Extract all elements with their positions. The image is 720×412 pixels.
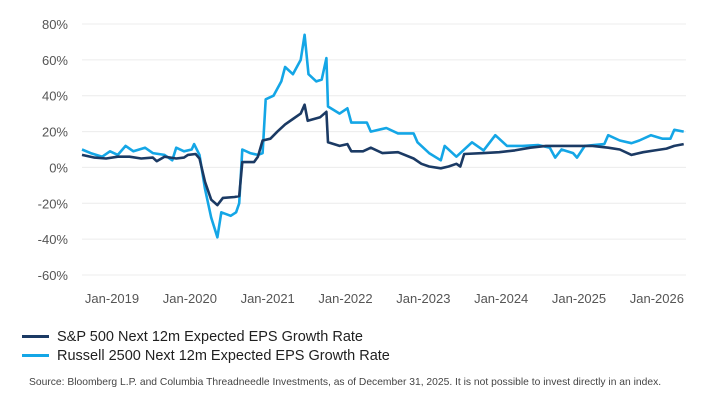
series-line-russell2500 — [81, 33, 684, 239]
x-tick-label: Jan-2022 — [318, 291, 372, 306]
x-axis-ticks: Jan-2019 Jan-2020 Jan-2021 Jan-2022 Jan-2023… — [85, 291, 684, 306]
legend-label-russell2500: Russell 2500 Next 12m Expected EPS Growt… — [57, 347, 390, 364]
legend: S&P 500 Next 12m Expected EPS Growth Rat… — [22, 327, 390, 365]
x-tick-label: Jan-2019 — [85, 291, 139, 306]
y-tick-label: 40% — [42, 89, 68, 104]
y-tick-label: 20% — [42, 125, 68, 140]
y-axis-ticks: 80% 60% 40% 20% 0% -20% -40% -60% — [38, 17, 69, 283]
y-tick-label: -20% — [38, 196, 69, 211]
series-line-sp500 — [81, 103, 684, 207]
legend-label-sp500: S&P 500 Next 12m Expected EPS Growth Rat… — [57, 328, 364, 345]
y-tick-label: 80% — [42, 17, 68, 32]
x-tick-label: Jan-2025 — [552, 291, 606, 306]
x-tick-label: Jan-2024 — [474, 291, 528, 306]
legend-swatch-sp500 — [22, 335, 49, 338]
x-tick-label: Jan-2023 — [396, 291, 450, 306]
x-tick-label: Jan-2020 — [163, 291, 217, 306]
y-tick-label: 0% — [49, 160, 68, 175]
legend-item-sp500: S&P 500 Next 12m Expected EPS Growth Rat… — [22, 327, 390, 346]
eps-growth-chart: 80%60%40%20%0%-20%-40%-60% Jan-2019 Jan-2… — [38, 17, 686, 306]
legend-item-russell2500: Russell 2500 Next 12m Expected EPS Growt… — [22, 346, 390, 365]
gridlines — [82, 23, 686, 276]
series-lines — [81, 33, 684, 239]
source-note: Source: Bloomberg L.P. and Columbia Thre… — [29, 377, 662, 388]
x-tick-label: Jan-2021 — [241, 291, 295, 306]
legend-swatch-russell2500 — [22, 354, 49, 357]
y-tick-label: -40% — [38, 232, 69, 247]
y-tick-label: 60% — [42, 53, 68, 68]
x-tick-label: Jan-2026 — [630, 291, 684, 306]
y-tick-label: -60% — [38, 268, 69, 283]
